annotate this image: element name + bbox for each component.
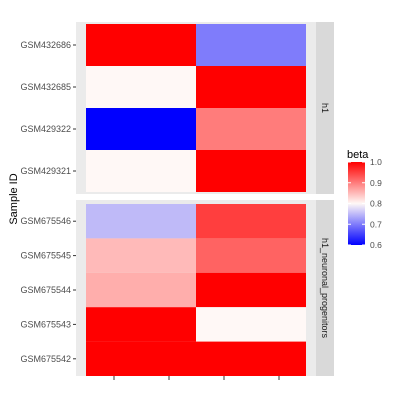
legend: beta 1.0 0.9 0.8 0.7 0.6: [347, 149, 382, 250]
legend-colorbar: [348, 162, 365, 245]
y-tick-label: GSM675546: [20, 216, 71, 226]
y-tick-label: GSM675544: [20, 285, 71, 295]
legend-ticks: 1.0 0.9 0.8 0.7 0.6: [348, 157, 382, 250]
y-tick-label: GSM432686: [20, 40, 71, 50]
heatmap-cell: [86, 341, 196, 376]
legend-tick-label: 0.7: [370, 219, 382, 229]
heatmap-cell: [196, 307, 306, 342]
legend-tick-label: 0.8: [370, 199, 382, 209]
facet-label-h1: h1: [320, 103, 330, 113]
heatmap-cell: [196, 108, 306, 150]
heatmap-cell: [196, 341, 306, 376]
heatmap-cells: [86, 24, 306, 376]
heatmap-cell: [196, 150, 306, 192]
y-axis-title: Sample ID: [8, 173, 20, 224]
y-tick-label: GSM429322: [20, 124, 71, 134]
legend-title: beta: [347, 149, 369, 161]
heatmap-cell: [86, 24, 196, 66]
y-tick-label: GSM675542: [20, 354, 71, 364]
y-tick-label: GSM675543: [20, 319, 71, 329]
facet-strip-h1: [316, 22, 334, 194]
facet-strip-neuronal: [316, 200, 334, 376]
y-tick-label: GSM429321: [20, 166, 71, 176]
y-tick-labels: GSM432686 GSM432685 GSM429322 GSM429321 GSM6…: [20, 40, 76, 364]
heatmap-cell: [86, 150, 196, 192]
heatmap-cell: [86, 307, 196, 342]
y-tick-label: GSM675545: [20, 251, 71, 261]
x-ticks: [113, 376, 280, 380]
heatmap-cell: [196, 204, 306, 239]
legend-tick-label: 0.9: [370, 178, 382, 188]
legend-tick-label: 0.6: [370, 240, 382, 250]
facet-label-neuronal: h1_neuronal_progenitors: [320, 238, 330, 339]
y-tick-label: GSM432685: [20, 82, 71, 92]
heatmap-cell: [196, 24, 306, 66]
heatmap-cell: [196, 66, 306, 108]
heatmap-cell: [86, 66, 196, 108]
heatmap-cell: [86, 272, 196, 308]
heatmap-cell: [86, 204, 196, 239]
heatmap-cell: [196, 272, 306, 308]
heatmap-cell: [86, 238, 196, 273]
heatmap-cell: [196, 238, 306, 273]
legend-tick-label: 1.0: [370, 157, 382, 167]
heatmap-cell: [86, 108, 196, 150]
